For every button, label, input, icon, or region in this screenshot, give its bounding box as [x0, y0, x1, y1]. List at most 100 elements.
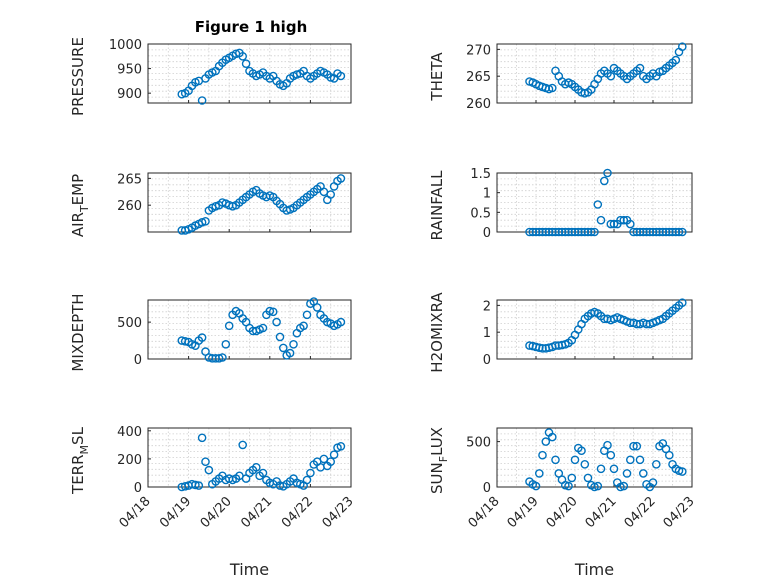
data-point — [275, 332, 285, 342]
data-point — [557, 227, 567, 237]
data-point — [326, 190, 336, 199]
data-point — [626, 455, 635, 465]
axes-frame — [147, 427, 352, 488]
y-tick-label: 0 — [483, 353, 491, 368]
data-point — [567, 227, 577, 237]
data-point — [665, 450, 674, 460]
subplot-pressure: 900 950 1000 PRESSURE — [69, 37, 352, 116]
subplot-sun-flux: 0 500 04/18 04/19 04/20 04/21 04/22 04/23 Time SU… — [428, 427, 698, 579]
data-point — [577, 227, 586, 237]
x-tick-label: 04/21 — [238, 494, 275, 531]
x-tick-label: 04/23 — [661, 494, 698, 531]
data-point — [214, 353, 224, 363]
data-point — [336, 317, 346, 327]
data-point — [570, 455, 580, 465]
data-point — [587, 227, 596, 237]
data-point — [336, 174, 346, 183]
x-axis-label: Time — [574, 560, 614, 579]
y-axis-label: PRESSURE — [69, 37, 87, 116]
y-tick-label: 265 — [117, 172, 142, 187]
data-point — [626, 219, 635, 229]
figure-title: Figure 1 high — [195, 18, 308, 36]
data-point — [583, 227, 593, 237]
data-point — [619, 481, 629, 491]
data-point — [538, 450, 547, 460]
data-point — [648, 227, 658, 237]
data-point — [272, 317, 281, 327]
data-point — [658, 227, 668, 237]
y-axis-label: RAINFALL — [428, 170, 446, 241]
y-tick-label: 1000 — [109, 38, 142, 53]
axes-frame — [496, 299, 693, 360]
data-point — [302, 475, 312, 485]
subplot-terr-msl: 0 200 400 04/18 04/19 04/20 04/21 04/22 04/23 Tim… — [69, 425, 357, 579]
data-point — [642, 227, 651, 237]
data-point — [678, 467, 687, 476]
data-point — [548, 83, 557, 93]
data-point — [583, 473, 593, 483]
data-point — [580, 227, 590, 237]
data-point — [590, 227, 599, 237]
data-point — [645, 227, 655, 237]
data-point — [541, 437, 551, 446]
data-point — [218, 353, 227, 362]
data-point — [548, 227, 557, 237]
data-point — [567, 473, 577, 483]
data-point — [619, 215, 629, 225]
axes-frame — [496, 43, 693, 104]
x-tick-label: 04/22 — [622, 494, 659, 531]
y-tick-label: 260 — [466, 97, 491, 112]
data-point — [629, 441, 638, 451]
data-point — [639, 227, 648, 237]
data-point — [251, 462, 261, 472]
data-point — [564, 227, 573, 237]
x-tick-label: 04/21 — [583, 494, 620, 531]
data-point — [265, 306, 275, 316]
y-tick-label: 2 — [483, 299, 491, 314]
y-tick-label: 260 — [117, 199, 142, 214]
data-point — [606, 71, 616, 81]
data-point — [593, 200, 603, 209]
data-point — [603, 168, 612, 178]
data-point — [191, 480, 200, 490]
data-point — [204, 465, 214, 475]
data-point — [197, 333, 207, 342]
data-point — [180, 336, 190, 346]
subplot-air-temp: 260 265 AIRTEMP — [69, 172, 352, 237]
data-point — [668, 227, 677, 237]
x-tick-label: 04/19 — [157, 494, 194, 531]
data-point — [580, 459, 590, 469]
data-point — [603, 440, 612, 450]
data-point — [535, 469, 544, 478]
data-point — [525, 227, 534, 237]
data-point — [574, 227, 583, 237]
y-tick-label: 0 — [483, 226, 491, 241]
data-point — [278, 343, 288, 353]
y-tick-label: 500 — [117, 316, 142, 331]
y-tick-label: 1 — [483, 326, 491, 341]
axes-frame — [147, 172, 352, 233]
data-point — [674, 227, 684, 237]
data-point — [299, 321, 308, 331]
data-point — [616, 215, 625, 225]
data-point — [606, 219, 616, 229]
data-point — [238, 440, 247, 450]
data-point — [632, 227, 642, 237]
data-point — [528, 227, 538, 237]
data-point — [678, 227, 687, 237]
data-point — [312, 303, 322, 312]
data-point — [221, 339, 231, 349]
y-tick-label: 0 — [134, 353, 142, 368]
data-point — [201, 457, 210, 467]
data-point — [258, 468, 268, 478]
y-axis-label: TERRMSL — [69, 426, 91, 495]
axes-frame — [147, 43, 352, 104]
data-point — [194, 481, 204, 490]
subplot-theta: 260 265 270 THETA — [428, 42, 693, 112]
data-point — [551, 455, 560, 465]
data-point — [577, 446, 586, 456]
x-tick-label: 04/20 — [544, 494, 581, 531]
data-point — [635, 63, 645, 73]
data-point — [535, 227, 544, 237]
data-point — [635, 455, 645, 465]
